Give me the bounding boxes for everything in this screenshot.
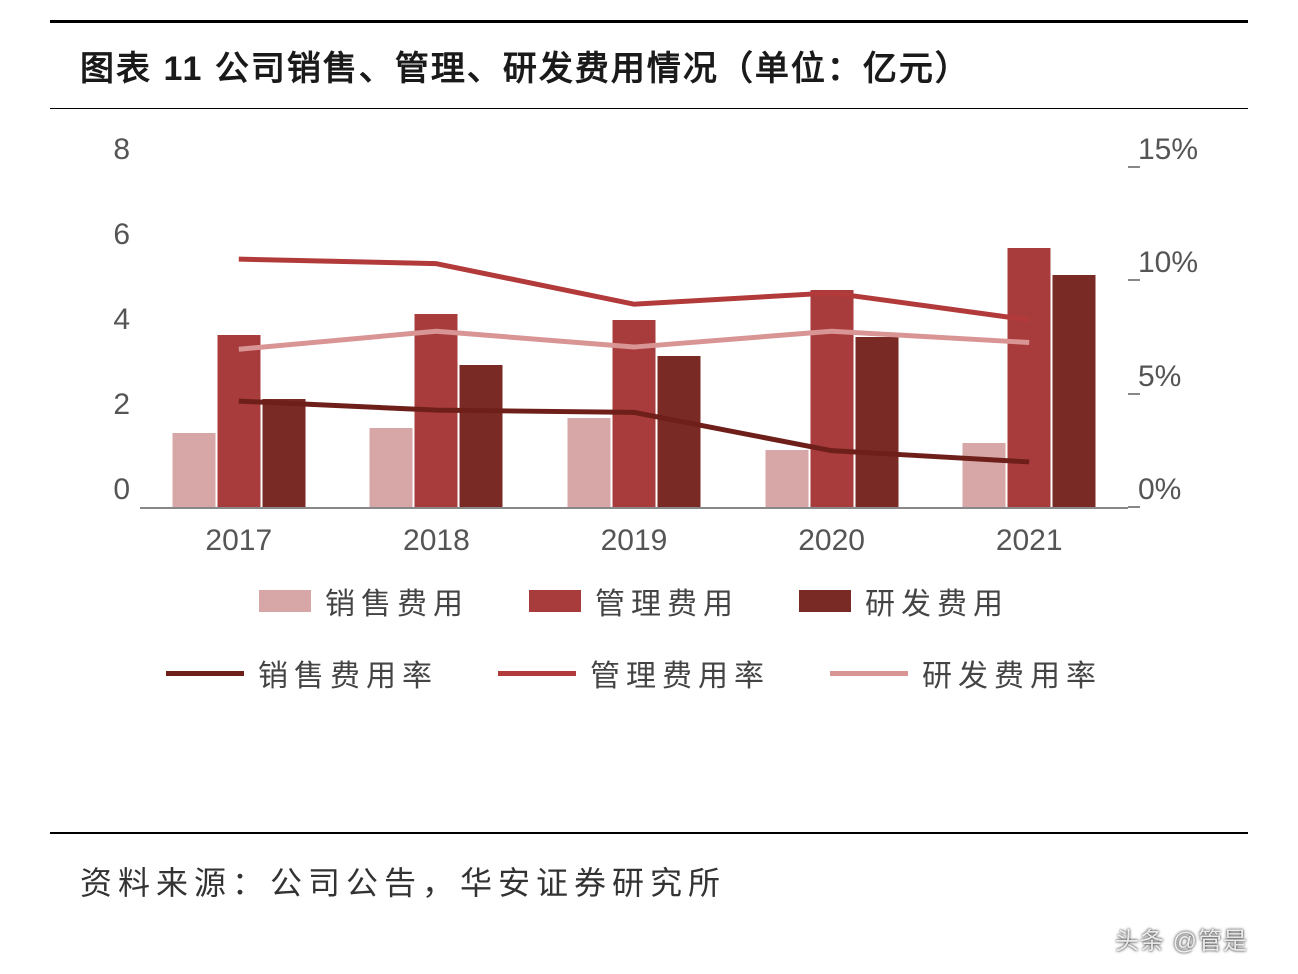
y-left-tick: 0: [85, 473, 130, 507]
y-right-tick: 10%: [1138, 246, 1223, 280]
legend-item: 销售费用率: [166, 651, 438, 695]
line-series: [239, 331, 1029, 349]
legend-line-swatch: [830, 671, 908, 676]
chart-region: 02468 0%5%10%15% 20172018201920202021 销售…: [50, 169, 1248, 729]
y-right-tick: 15%: [1138, 133, 1223, 167]
y-axis-left: 02468: [85, 169, 130, 509]
legend-item: 研发费用率: [830, 651, 1102, 695]
legend-line-swatch: [166, 671, 244, 676]
x-axis-labels: 2017 2018 2019 2020 2021: [140, 524, 1128, 564]
legend: 销售费用 管理费用 研发费用 销售费用率 管理费用率 研发费用率: [140, 579, 1128, 695]
legend-label: 销售费用: [325, 579, 469, 623]
legend-item: 管理费用率: [498, 651, 770, 695]
legend-item: 研发费用: [799, 579, 1009, 623]
x-label: 2019: [601, 524, 668, 558]
y-left-tick: 4: [85, 303, 130, 337]
source-text: 资料来源：公司公告，华安证券研究所: [80, 858, 1248, 904]
x-label: 2018: [403, 524, 470, 558]
legend-swatch: [529, 590, 581, 612]
legend-item: 销售费用: [259, 579, 469, 623]
chart-container: 图表 11 公司销售、管理、研发费用情况（单位：亿元） 02468 0%5%10…: [0, 0, 1298, 974]
y-right-tick: 0%: [1138, 473, 1223, 507]
legend-swatch: [259, 590, 311, 612]
line-overlay: [140, 169, 1128, 507]
y-right-tick-mark: [1128, 506, 1140, 508]
legend-label: 销售费用率: [258, 651, 438, 695]
legend-label: 研发费用率: [922, 651, 1102, 695]
x-label: 2017: [205, 524, 272, 558]
y-right-tick-mark: [1128, 393, 1140, 395]
plot-area: 02468 0%5%10%15% 20172018201920202021: [140, 169, 1128, 509]
line-series: [239, 401, 1029, 462]
chart-title: 图表 11 公司销售、管理、研发费用情况（单位：亿元）: [80, 41, 1248, 90]
y-left-tick: 8: [85, 133, 130, 167]
x-label: 2021: [996, 524, 1063, 558]
y-right-tick-mark: [1128, 166, 1140, 168]
legend-swatch: [799, 590, 851, 612]
legend-line-swatch: [498, 671, 576, 676]
watermark: 头条 @管是: [1115, 921, 1248, 956]
legend-row-bars: 销售费用 管理费用 研发费用: [259, 579, 1009, 623]
x-label: 2020: [798, 524, 865, 558]
title-bar: 图表 11 公司销售、管理、研发费用情况（单位：亿元）: [50, 20, 1248, 109]
legend-label: 管理费用: [595, 579, 739, 623]
legend-row-lines: 销售费用率 管理费用率 研发费用率: [166, 651, 1102, 695]
y-left-tick: 6: [85, 218, 130, 252]
legend-label: 研发费用: [865, 579, 1009, 623]
y-right-tick-mark: [1128, 279, 1140, 281]
y-axis-right: 0%5%10%15%: [1138, 169, 1223, 509]
line-series: [239, 259, 1029, 320]
source-bar: 资料来源：公司公告，华安证券研究所: [50, 832, 1248, 904]
y-right-tick: 5%: [1138, 360, 1223, 394]
legend-label: 管理费用率: [590, 651, 770, 695]
y-left-tick: 2: [85, 388, 130, 422]
legend-item: 管理费用: [529, 579, 739, 623]
